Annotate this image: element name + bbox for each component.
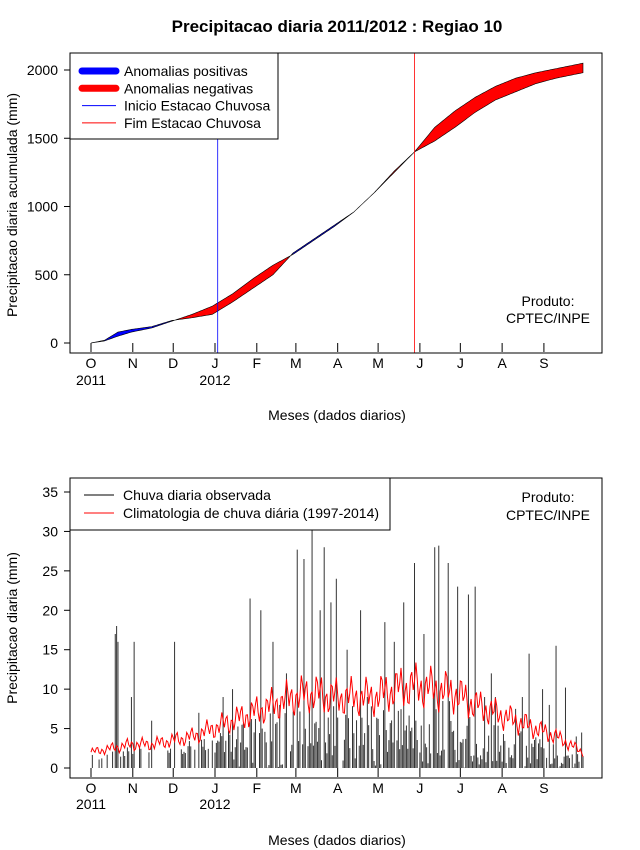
bottom-x-year-label: 2012: [199, 796, 230, 812]
top-x-year-label: 2011: [76, 372, 106, 388]
top-x-month-label: S: [539, 355, 548, 371]
daily-bars: [91, 515, 584, 768]
top-x-axis-label: Meses (dados diarios): [268, 407, 406, 423]
top-x-axis: O N D J F M A M J J A S 2011 2012: [76, 343, 549, 388]
top-product-source: CPTEC/INPE: [506, 310, 590, 326]
bottom-y-tick-label: 5: [50, 721, 58, 737]
top-x-month-label: F: [253, 355, 262, 371]
anomaly-segment-positive-0: [90, 319, 177, 344]
anomaly-segment-negative-5: [415, 62, 584, 152]
climatology-line: [90, 662, 584, 758]
top-x-month-label: A: [333, 355, 343, 371]
anomaly-segment-negative-1: [175, 253, 293, 321]
bottom-legend-label: Climatologia de chuva diária (1997-2014): [123, 505, 379, 521]
top-x-month-label: N: [128, 355, 138, 371]
bottom-y-tick-label: 15: [42, 642, 58, 658]
bottom-x-month-label: A: [333, 780, 343, 796]
top-plot-frame: [69, 52, 603, 354]
top-x-year-label: 2012: [199, 372, 230, 388]
figure-title: Precipitacao diaria 2011/2012 : Regiao 1…: [172, 17, 503, 36]
bottom-y-tick-label: 10: [42, 681, 58, 697]
top-x-month-label: J: [416, 355, 423, 371]
top-legend-label: Anomalias negativas: [124, 80, 253, 96]
bottom-x-axis: O N D J F M A M J J A S 2011 2012: [76, 768, 549, 812]
anomaly-segment-positive-2: [291, 190, 376, 256]
top-y-tick-label: 500: [35, 267, 59, 283]
bottom-legend-label: Chuva diaria observada: [123, 487, 271, 503]
top-x-month-label: J: [457, 355, 464, 371]
top-y-tick-label: 2000: [27, 62, 58, 78]
bottom-x-month-label: J: [416, 780, 423, 796]
bottom-x-month-label: J: [212, 780, 219, 796]
top-y-axis-label: Precipitacao diaria acumulada (mm): [4, 93, 20, 317]
bottom-product-label: Produto:: [522, 489, 575, 505]
bottom-x-month-label: A: [497, 780, 507, 796]
top-legend-label: Fim Estacao Chuvosa: [124, 115, 261, 131]
cumulative-precipitation-panel: 0 500 1000 1500 2000 O N D J F M A M J J A S 2011 2012 An…: [4, 52, 603, 423]
bottom-x-month-label: J: [457, 780, 464, 796]
climatology-line-path: [90, 662, 584, 758]
top-legend-label: Anomalias positivas: [124, 63, 248, 79]
bottom-x-year-label: 2011: [76, 796, 106, 812]
bottom-y-axis-label: Precipitacao diaria (mm): [4, 552, 20, 704]
daily-precipitation-panel: 0 5 10 15 20 25 30 35 O N D J F M A M J J A S 2011 2012 Chuv…: [4, 477, 603, 848]
bottom-y-tick-label: 30: [42, 523, 58, 539]
bottom-x-axis-label: Meses (dados diarios): [268, 832, 406, 848]
top-x-month-label: O: [86, 355, 97, 371]
bottom-y-axis: 0 5 10 15 20 25 30 35: [42, 484, 71, 776]
top-x-month-label: J: [212, 355, 219, 371]
top-y-tick-label: 0: [50, 335, 58, 351]
bottom-x-month-label: F: [253, 780, 262, 796]
bottom-y-tick-label: 25: [42, 563, 58, 579]
top-x-month-label: M: [372, 355, 384, 371]
bottom-x-month-label: M: [372, 780, 384, 796]
top-x-month-label: M: [290, 355, 302, 371]
top-x-month-label: A: [497, 355, 507, 371]
bottom-legend: Chuva diaria observada Climatologia de ch…: [69, 477, 391, 531]
top-legend-label: Inicio Estacao Chuvosa: [124, 98, 271, 114]
anomaly-segment-negative-3: [375, 151, 415, 193]
top-legend-box: [69, 52, 279, 140]
bottom-y-tick-label: 0: [50, 760, 58, 776]
bottom-x-month-label: O: [86, 780, 97, 796]
bottom-x-month-label: M: [290, 780, 302, 796]
bottom-y-tick-label: 20: [42, 602, 58, 618]
bottom-x-month-label: D: [168, 780, 178, 796]
top-product-label: Produto:: [522, 293, 575, 309]
top-x-month-label: D: [168, 355, 178, 371]
top-y-tick-label: 1000: [27, 199, 58, 215]
top-y-axis: 0 500 1000 1500 2000: [27, 62, 71, 351]
top-y-tick-label: 1500: [27, 130, 58, 146]
bottom-legend-box: [69, 477, 391, 531]
bottom-product-source: CPTEC/INPE: [506, 507, 590, 523]
bottom-x-month-label: S: [539, 780, 548, 796]
bottom-x-month-label: N: [128, 780, 138, 796]
anomaly-areas: [90, 62, 584, 344]
bottom-y-tick-label: 35: [42, 484, 58, 500]
